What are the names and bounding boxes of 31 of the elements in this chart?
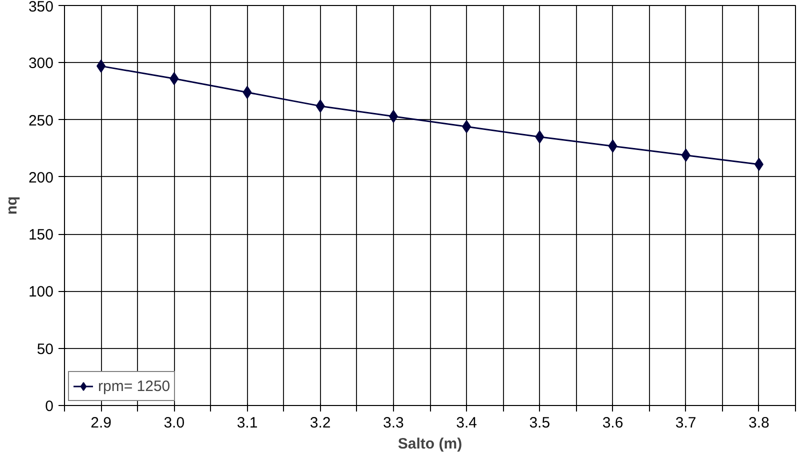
point (170, 72, 179, 86)
y-tick-label: 300 (28, 55, 54, 72)
x-tick-label: 3.2 (310, 414, 331, 432)
x-tick-label: 3.1 (236, 414, 258, 432)
point (388, 110, 398, 123)
point (754, 158, 764, 171)
point (316, 100, 325, 113)
point (608, 140, 618, 153)
x-tick-label: 3.8 (748, 414, 770, 432)
x-tick-label: 2.9 (90, 414, 112, 432)
x-axis-title: Salto (m) (398, 436, 462, 452)
y-tick-label: 100 (28, 284, 54, 301)
point (96, 60, 106, 73)
x-tick-label: 3.4 (456, 414, 477, 432)
x-tick-label: 3.3 (383, 414, 404, 432)
y-tick-label: 50 (36, 340, 54, 358)
y-tick-label: 0 (45, 398, 54, 415)
x-tick-label: 3.5 (529, 414, 550, 432)
x-tick-label: 3.0 (164, 414, 185, 432)
y-tick-label: 250 (28, 112, 54, 130)
point (242, 86, 252, 99)
point (681, 148, 690, 162)
y-tick-label: 150 (28, 226, 54, 244)
point (462, 120, 472, 134)
y-tick-label: 200 (28, 169, 54, 186)
y-axis-title: nq (3, 196, 20, 215)
legend-label: rpm= 1250 (98, 378, 170, 394)
point (535, 130, 544, 144)
x-tick-label: 3.7 (675, 414, 696, 432)
y-tick-label: 350 (28, 0, 54, 16)
x-tick-label: 3.6 (602, 414, 624, 432)
